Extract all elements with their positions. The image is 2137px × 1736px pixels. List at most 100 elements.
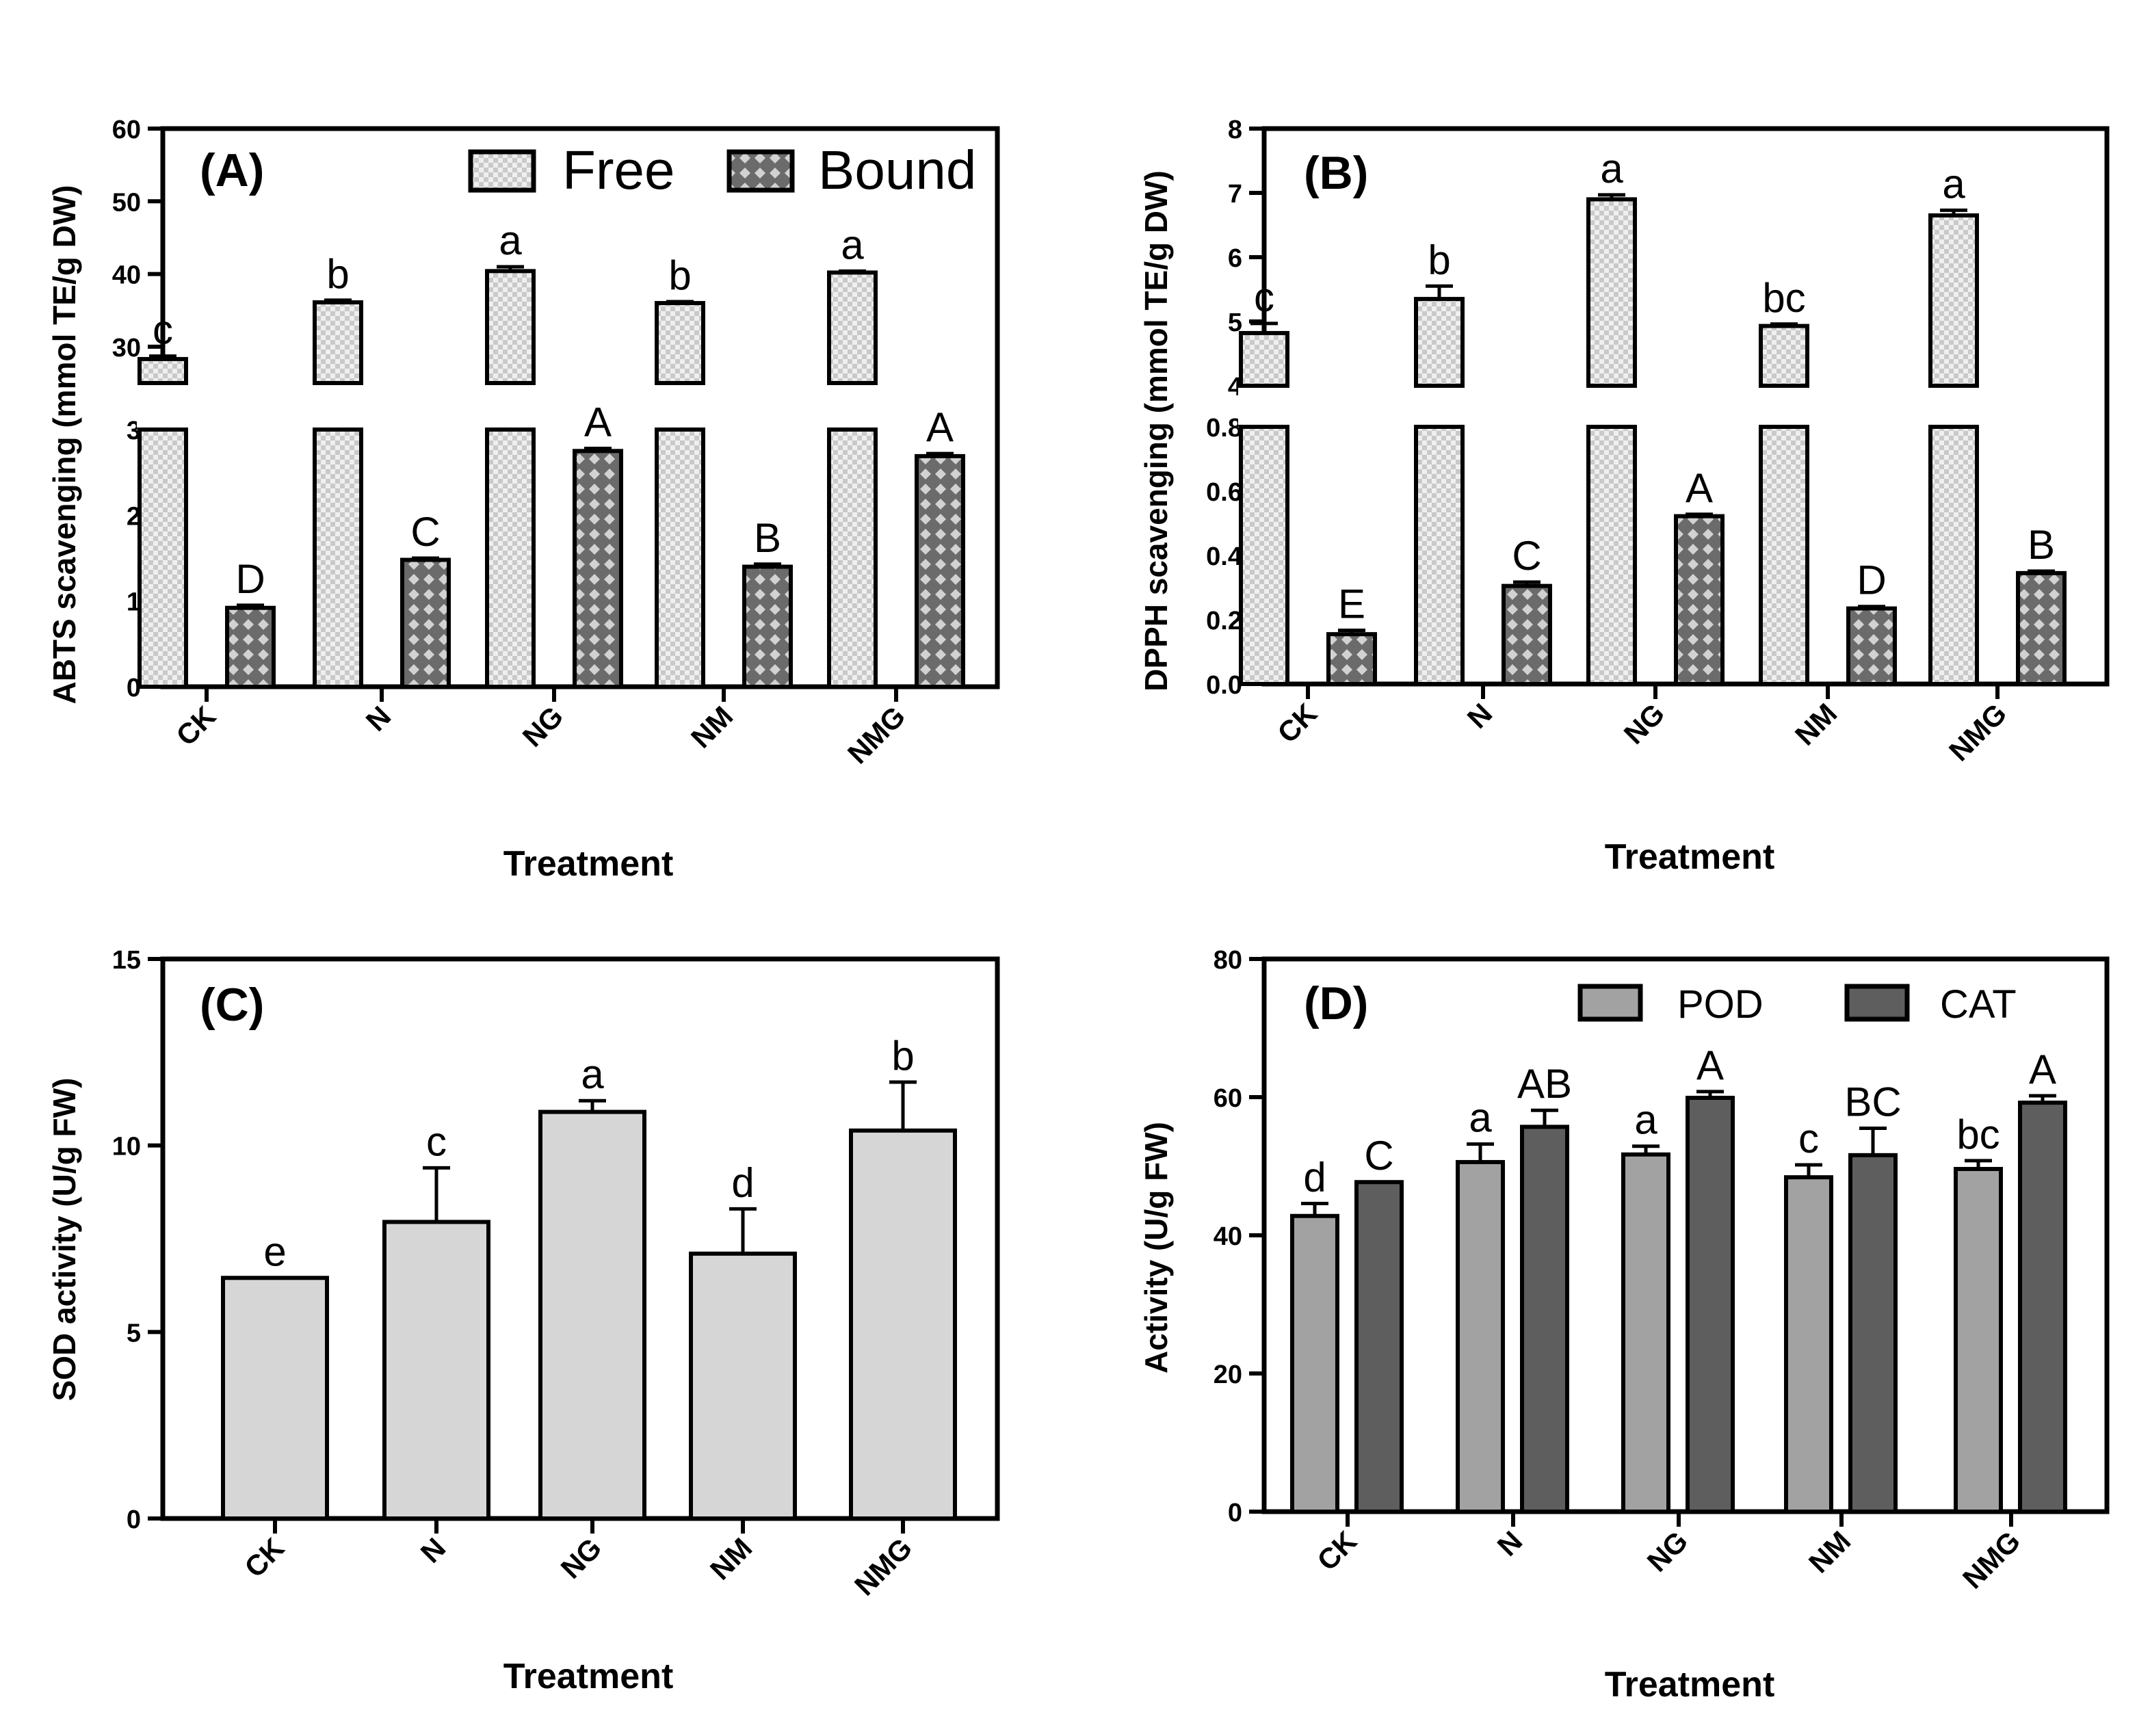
panel-b-bar-free-ck xyxy=(1239,425,1289,686)
panel-b-bar-free-n-upper xyxy=(1414,297,1465,389)
panel-a-sig-label-bound-nmg: A xyxy=(926,404,954,450)
panel-c-x-tick-label-ng: NG xyxy=(555,1531,608,1585)
panel-c-y-tick-label: 5 xyxy=(127,1319,141,1347)
legend-pod-label: POD xyxy=(1677,982,1764,1027)
panel-d-sig-label-cat-nm: BC xyxy=(1844,1079,1901,1125)
panel-b-y-tick-label: 0.8 xyxy=(1206,414,1242,443)
panel-a-y-tick-label: 30 xyxy=(112,334,141,363)
panel-a-bar-free-nmg xyxy=(827,428,878,689)
panel-b-sig-label-free-ck: c xyxy=(1254,274,1274,320)
panel-b-bar-free-n xyxy=(1414,425,1465,686)
panel-c-sig-label-sod-n: c xyxy=(426,1118,447,1164)
panel-d: 0 20 40 60 80 CK N NG NM NMG d a a c bc C AB A BC A (D) POD… xyxy=(1138,946,2110,1705)
panel-d-sig-label-cat-ck: C xyxy=(1364,1133,1393,1179)
panel-a-y-tick-label: 1 xyxy=(127,588,141,617)
panel-c-x-tick-label-n: N xyxy=(415,1531,452,1569)
panel-a-bar-bound-nm xyxy=(742,564,793,689)
panel-b-x-tick-label-ck: CK xyxy=(1271,697,1323,749)
panel-a-bar-free-ck xyxy=(137,428,188,689)
panel-a-bar-break-gap xyxy=(484,385,536,428)
panel-a-legend: Free Bound xyxy=(468,140,976,200)
panel-a-y-tick-label: 2 xyxy=(127,502,141,531)
panel-d-x-tick-label-n: N xyxy=(1491,1525,1529,1562)
legend-free-swatch xyxy=(468,149,536,193)
panel-a-bar-free-ng xyxy=(485,428,536,689)
panel-a-x-tick-label-ck: CK xyxy=(170,700,222,752)
panel-a-y-tick-label: 50 xyxy=(112,188,141,217)
panel-c-x-tick-label-nmg: NMG xyxy=(848,1531,919,1602)
panel-b-bar-free-ck-upper xyxy=(1239,330,1289,389)
panel-d-y-axis-title: Activity (U/g FW) xyxy=(1138,1122,1174,1373)
panel-b-bar-free-ng-upper xyxy=(1586,197,1637,388)
panel-c-y-axis-title: SOD activity (U/g FW) xyxy=(47,1078,82,1402)
panel-b-bar-break-gap xyxy=(1586,388,1638,425)
panel-a-sig-label-free-nm: b xyxy=(668,252,691,298)
panel-d-sig-label-pod-nm: c xyxy=(1798,1116,1819,1161)
panel-b-sig-label-bound-ng: A xyxy=(1686,465,1713,511)
panel-a-y-tick-label: 60 xyxy=(112,116,141,144)
panel-c-x-tick-label-nm: NM xyxy=(704,1531,758,1586)
legend-pod-swatch xyxy=(1577,984,1643,1022)
panel-a-bar-break-gap xyxy=(654,385,706,428)
panel-d-bar-pod-nmg xyxy=(1954,1167,2003,1514)
panel-a-sig-label-free-ng: a xyxy=(499,218,522,263)
panel-b-bar-bound-ng xyxy=(1674,514,1725,686)
panel-b-bar-free-nm xyxy=(1759,425,1809,686)
panel-c: 0 5 10 15 CK N NG NM NMG e c a d b (C) SOD activity (… xyxy=(47,946,1000,1696)
panel-b-sig-label-bound-nmg: B xyxy=(2028,522,2055,568)
panel-b-x-tick-label-nm: NM xyxy=(1789,697,1843,751)
panel-a-bar-bound-ck xyxy=(225,605,276,689)
panel-a-y-tick-label: 40 xyxy=(112,261,141,290)
panel-b-label: (B) xyxy=(1304,147,1368,199)
panel-a-bar-bound-ng xyxy=(573,449,623,689)
panel-b-bar-break-gap xyxy=(1928,388,1980,425)
panel-a-x-tick-label-n: N xyxy=(360,700,397,737)
panel-b-y-tick-label: 6 xyxy=(1228,244,1242,273)
panel-b-sig-label-bound-nm: D xyxy=(1857,557,1886,603)
legend-bound-label: Bound xyxy=(818,140,976,200)
panel-c-sig-label-sod-nm: d xyxy=(731,1159,754,1205)
panel-b-sig-label-free-ng: a xyxy=(1600,146,1623,192)
legend-bound-swatch xyxy=(726,149,795,193)
panel-d-x-tick-label-ng: NG xyxy=(1641,1525,1694,1578)
panel-c-sig-label-sod-ck: e xyxy=(263,1228,286,1274)
panel-d-sig-label-pod-ng: a xyxy=(1634,1097,1657,1143)
panel-c-bar-sod-nm xyxy=(689,1251,797,1521)
panel-c-sig-label-sod-nmg: b xyxy=(891,1033,914,1079)
panel-d-y-tick-label: 80 xyxy=(1214,946,1242,975)
panel-d-bar-cat-n xyxy=(1520,1125,1569,1514)
panel-d-sig-label-cat-n: AB xyxy=(1517,1061,1572,1107)
legend-cat-label: CAT xyxy=(1940,982,2017,1027)
panel-b-x-axis-title: Treatment xyxy=(1605,837,1775,877)
panel-a-bar-free-nm-upper xyxy=(655,301,705,386)
panel-b-bar-bound-nm xyxy=(1846,606,1897,686)
panel-c-x-axis-title: Treatment xyxy=(503,1657,674,1696)
panel-d-sig-label-pod-nmg: bc xyxy=(1956,1112,2000,1157)
panel-a-bar-free-ck-upper xyxy=(137,356,188,386)
panel-b-x-tick-label-ng: NG xyxy=(1618,697,1671,750)
panel-d-y-tick-label: 0 xyxy=(1228,1499,1242,1527)
panel-a-sig-label-bound-ck: D xyxy=(235,556,265,602)
panel-d-bar-cat-nmg xyxy=(2018,1101,2067,1514)
panel-b-bar-free-nmg-upper xyxy=(1928,213,1979,388)
panel-c-x-tick-label-ck: CK xyxy=(238,1531,290,1583)
panel-d-bar-pod-n xyxy=(1456,1159,1505,1514)
panel-b-bar-free-ng xyxy=(1586,425,1637,686)
panel-a-bar-bound-n xyxy=(400,557,451,689)
panel-b-bar-break-gap xyxy=(1758,388,1810,425)
panel-d-x-tick-label-nmg: NMG xyxy=(1956,1525,2027,1595)
panel-a-bar-break-gap xyxy=(312,385,364,428)
panel-d-x-axis-title: Treatment xyxy=(1605,1665,1775,1705)
legend-free-label: Free xyxy=(562,140,675,200)
panel-a-y-axis-title: ABTS scavenging (mmol TE/g DW) xyxy=(47,185,82,704)
panel-b-bar-break-gap xyxy=(1413,388,1465,425)
panel-b-y-tick-label: 0.6 xyxy=(1206,478,1242,507)
panel-a-bar-free-n xyxy=(313,428,363,689)
panel-a-sig-label-free-nmg: a xyxy=(841,222,864,267)
panel-a-label: (A) xyxy=(200,144,264,196)
panel-b-y-tick-label: 0.2 xyxy=(1206,607,1242,635)
